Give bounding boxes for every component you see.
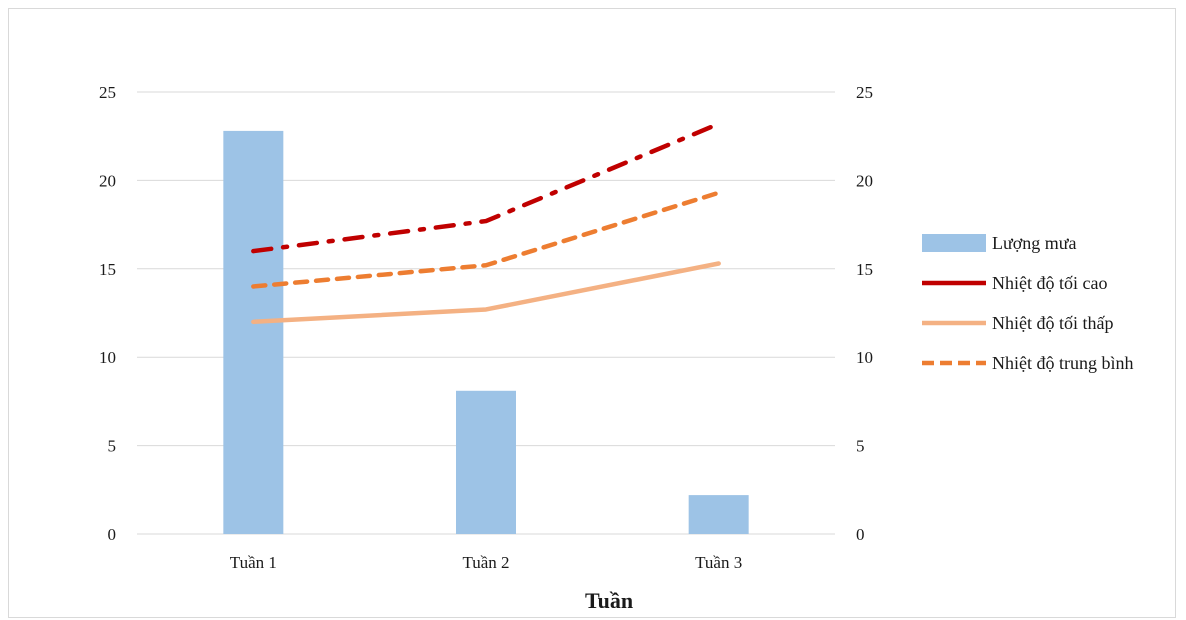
x-tick-label: Tuần 1: [230, 553, 277, 572]
x-axis: Tuần 1 Tuần 2 Tuần 3: [230, 553, 742, 572]
y-tick-left: 25: [99, 83, 116, 102]
bar: [688, 495, 749, 534]
legend: Lượng mưa Nhiệt độ tối cao Nhiệt độ tối th…: [922, 233, 1134, 373]
legend-label: Nhiệt độ trung bình: [992, 353, 1134, 373]
legend-swatch: [922, 234, 986, 252]
series-line: [251, 121, 721, 254]
legend-label: Nhiệt độ tối cao: [992, 273, 1107, 293]
y-tick-right: 20: [856, 171, 873, 190]
y-tick-right: 10: [856, 348, 873, 367]
bar: [223, 130, 284, 534]
bar-series: [223, 130, 749, 534]
x-tick-label: Tuần 2: [462, 553, 509, 572]
y-tick-right: 0: [856, 525, 865, 544]
bar: [456, 390, 516, 534]
y-axis-left: 0 5 10 15 20 25: [99, 83, 116, 544]
y-tick-right: 5: [856, 437, 865, 456]
y-tick-left: 10: [99, 348, 116, 367]
y-tick-right: 25: [856, 83, 873, 102]
y-tick-left: 0: [108, 525, 117, 544]
series-line: [251, 190, 721, 289]
x-tick-label: Tuần 3: [695, 553, 742, 572]
y-tick-right: 15: [856, 260, 873, 279]
y-tick-left: 15: [99, 260, 116, 279]
y-tick-left: 5: [108, 437, 117, 456]
line-series: [251, 121, 721, 325]
legend-label: Lượng mưa: [992, 233, 1077, 253]
legend-label: Nhiệt độ tối thấp: [992, 313, 1113, 333]
x-axis-title: Tuần: [585, 588, 633, 613]
legend-item: Nhiệt độ tối thấp: [922, 313, 1113, 333]
chart-frame: [8, 8, 1176, 618]
legend-item: Lượng mưa: [922, 233, 1077, 253]
y-tick-left: 20: [99, 171, 116, 190]
series-line: [251, 261, 721, 325]
legend-item: Nhiệt độ tối cao: [922, 273, 1107, 293]
legend-item: Nhiệt độ trung bình: [922, 353, 1134, 373]
y-axis-right: 0 5 10 15 20 25: [856, 83, 873, 544]
